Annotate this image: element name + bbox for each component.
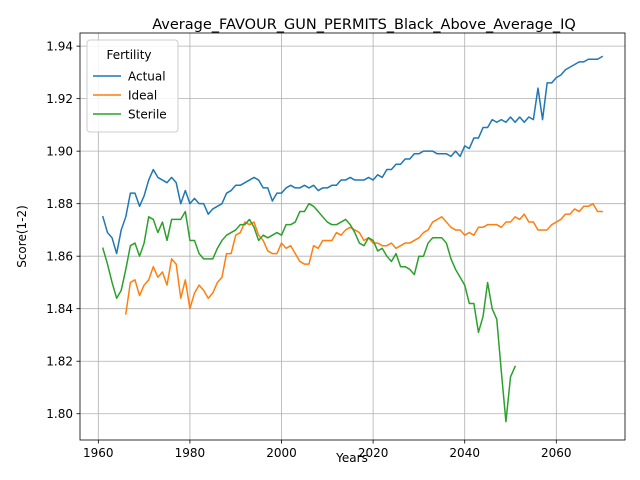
series-line-actual bbox=[101, 55, 604, 255]
x-axis-ticks: 1960 1980 2000 2020 2040 2060 bbox=[83, 440, 572, 460]
y-tick-label: 1.88 bbox=[46, 197, 73, 211]
legend-label-actual: Actual bbox=[128, 69, 166, 83]
x-tick-label: 2020 bbox=[358, 446, 389, 460]
y-axis-label: Score(1-2) bbox=[15, 205, 29, 268]
x-tick-label: 2000 bbox=[266, 446, 297, 460]
y-tick-label: 1.86 bbox=[46, 249, 73, 263]
legend-box bbox=[86, 39, 179, 133]
series-line-sterile bbox=[101, 202, 517, 423]
y-tick-label: 1.90 bbox=[46, 144, 73, 158]
x-axis-label: Years bbox=[335, 451, 368, 465]
x-tick-label: 1980 bbox=[175, 446, 206, 460]
y-tick-label: 1.80 bbox=[46, 407, 73, 421]
x-tick-label: 2040 bbox=[449, 446, 480, 460]
legend-label-sterile: Sterile bbox=[128, 107, 167, 121]
y-tick-label: 1.82 bbox=[46, 355, 73, 369]
plot-frame bbox=[79, 32, 626, 441]
y-axis-ticks: 1.80 1.82 1.84 1.86 1.88 1.90 1.92 1.94 bbox=[46, 39, 80, 421]
series-lines bbox=[101, 55, 604, 423]
legend-label-ideal: Ideal bbox=[128, 88, 157, 102]
y-tick-label: 1.84 bbox=[46, 302, 73, 316]
legend: Fertility Actual Ideal Sterile bbox=[86, 39, 179, 133]
x-tick-label: 2060 bbox=[541, 446, 572, 460]
y-tick-label: 1.92 bbox=[46, 92, 73, 106]
legend-title: Fertility bbox=[106, 48, 151, 62]
legend-entries: Actual Ideal Sterile bbox=[93, 69, 167, 121]
series-line-ideal bbox=[124, 202, 603, 315]
y-tick-label: 1.94 bbox=[46, 39, 73, 53]
grid bbox=[80, 33, 625, 440]
chart-title: Average_FAVOUR_GUN_PERMITS_Black_Above_A… bbox=[152, 17, 576, 33]
x-tick-label: 1960 bbox=[83, 446, 114, 460]
